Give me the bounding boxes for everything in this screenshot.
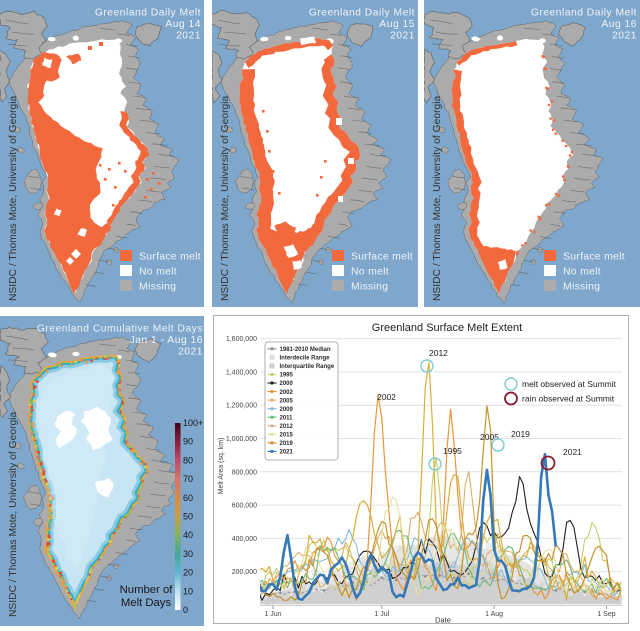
svg-text:1995: 1995 <box>443 446 462 456</box>
svg-text:1,400,000: 1,400,000 <box>226 369 257 376</box>
svg-text:Greenland Surface Melt Extent: Greenland Surface Melt Extent <box>372 322 522 334</box>
svg-text:0: 0 <box>183 605 188 615</box>
svg-text:Date: Date <box>435 616 451 624</box>
svg-text:NSIDC / Thomas Mote, Universit: NSIDC / Thomas Mote, University of Georg… <box>8 411 19 617</box>
svg-text:Surface melt: Surface melt <box>139 252 201 263</box>
svg-text:No melt: No melt <box>139 267 177 278</box>
svg-text:600,000: 600,000 <box>232 503 257 510</box>
svg-text:1,200,000: 1,200,000 <box>226 403 257 410</box>
svg-text:10: 10 <box>183 586 193 596</box>
svg-text:1,600,000: 1,600,000 <box>226 336 257 343</box>
svg-text:Greenland Daily Melt: Greenland Daily Melt <box>531 8 637 19</box>
svg-text:Missing: Missing <box>139 282 176 293</box>
svg-text:Missing: Missing <box>563 282 600 293</box>
svg-text:50: 50 <box>183 512 193 522</box>
svg-text:1 Aug: 1 Aug <box>485 611 503 618</box>
svg-text:2019: 2019 <box>511 429 530 439</box>
svg-text:Greenland Daily Melt: Greenland Daily Melt <box>95 8 201 19</box>
svg-text:800,000: 800,000 <box>232 469 257 476</box>
svg-text:2012: 2012 <box>429 348 448 358</box>
svg-text:60: 60 <box>183 493 193 503</box>
svg-text:70: 70 <box>183 474 193 484</box>
svg-text:NSIDC / Thomas Mote, Universit: NSIDC / Thomas Mote, University of Georg… <box>432 95 443 301</box>
svg-text:2021: 2021 <box>390 31 415 42</box>
svg-text:2002: 2002 <box>377 392 396 402</box>
svg-text:Interquartile Range: Interquartile Range <box>280 364 335 370</box>
svg-text:2021: 2021 <box>612 31 637 42</box>
svg-text:No melt: No melt <box>563 267 601 278</box>
svg-text:2005: 2005 <box>480 432 499 442</box>
svg-text:Greenland Cumulative Melt Days: Greenland Cumulative Melt Days <box>37 324 203 335</box>
svg-text:melt observed at Summit: melt observed at Summit <box>522 379 617 389</box>
svg-text:1981-2010 Median: 1981-2010 Median <box>280 347 331 353</box>
svg-text:NSIDC / Thomas Mote, Universit: NSIDC / Thomas Mote, University of Georg… <box>220 95 231 301</box>
svg-text:400,000: 400,000 <box>232 536 257 543</box>
svg-text:2021: 2021 <box>178 347 203 358</box>
svg-text:1,000,000: 1,000,000 <box>226 436 257 443</box>
svg-text:2002: 2002 <box>280 390 294 396</box>
svg-text:Jan 1 - Aug 16: Jan 1 - Aug 16 <box>130 335 203 346</box>
svg-text:2021: 2021 <box>563 447 582 457</box>
svg-text:2011: 2011 <box>280 415 294 421</box>
svg-text:2021: 2021 <box>280 450 294 456</box>
svg-text:90: 90 <box>183 437 193 447</box>
svg-text:Surface melt: Surface melt <box>563 252 625 263</box>
svg-text:2021: 2021 <box>176 31 201 42</box>
svg-text:100+: 100+ <box>183 418 203 428</box>
svg-text:rain observed at Summit: rain observed at Summit <box>522 394 615 404</box>
svg-text:2009: 2009 <box>280 407 294 413</box>
svg-text:Aug 15: Aug 15 <box>379 19 415 30</box>
svg-text:2012: 2012 <box>280 424 294 430</box>
svg-text:Aug 14: Aug 14 <box>165 19 201 30</box>
svg-text:Number of: Number of <box>120 584 174 596</box>
svg-text:1 Sep: 1 Sep <box>597 611 615 618</box>
svg-text:NSIDC / Thomas Mote, Universit: NSIDC / Thomas Mote, University of Georg… <box>8 95 19 301</box>
svg-text:1 Jul: 1 Jul <box>374 611 389 618</box>
svg-text:2015: 2015 <box>280 433 294 439</box>
svg-text:Interdecile Range: Interdecile Range <box>280 356 331 362</box>
svg-text:Melt Days: Melt Days <box>121 597 172 609</box>
svg-text:Aug 16: Aug 16 <box>601 19 637 30</box>
svg-text:20: 20 <box>183 568 193 578</box>
svg-text:80: 80 <box>183 455 193 465</box>
svg-text:Missing: Missing <box>351 282 388 293</box>
svg-text:2005: 2005 <box>280 398 294 404</box>
svg-text:No melt: No melt <box>351 267 389 278</box>
svg-text:1 Jun: 1 Jun <box>264 611 281 618</box>
svg-text:200,000: 200,000 <box>232 569 257 576</box>
svg-text:2019: 2019 <box>280 441 294 447</box>
svg-text:1995: 1995 <box>280 373 294 379</box>
svg-text:Surface melt: Surface melt <box>351 252 413 263</box>
svg-text:Greenland Daily Melt: Greenland Daily Melt <box>309 8 415 19</box>
svg-text:Melt Area (sq. km): Melt Area (sq. km) <box>218 438 225 495</box>
svg-text:2000: 2000 <box>280 381 294 387</box>
svg-text:40: 40 <box>183 530 193 540</box>
svg-text:30: 30 <box>183 549 193 559</box>
